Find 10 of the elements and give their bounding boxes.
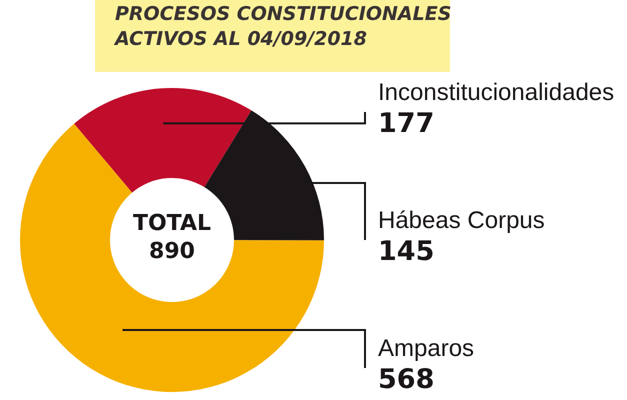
slice-label: Hábeas Corpus (378, 207, 545, 234)
data-label: 177 (378, 108, 434, 139)
chart-title: PROCESOS CONSTITUCIONALES ACTIVOS AL 04/09/2018 (113, 3, 452, 50)
text: TOTAL 890 (132, 211, 212, 264)
data-label: 145 (378, 236, 434, 267)
data-label: 568 (378, 364, 434, 395)
slice-label: Inconstitucionalidades (378, 79, 614, 106)
slice-label: Amparos (378, 335, 474, 362)
donut-slice (20, 124, 324, 392)
donut-slice (74, 88, 252, 193)
